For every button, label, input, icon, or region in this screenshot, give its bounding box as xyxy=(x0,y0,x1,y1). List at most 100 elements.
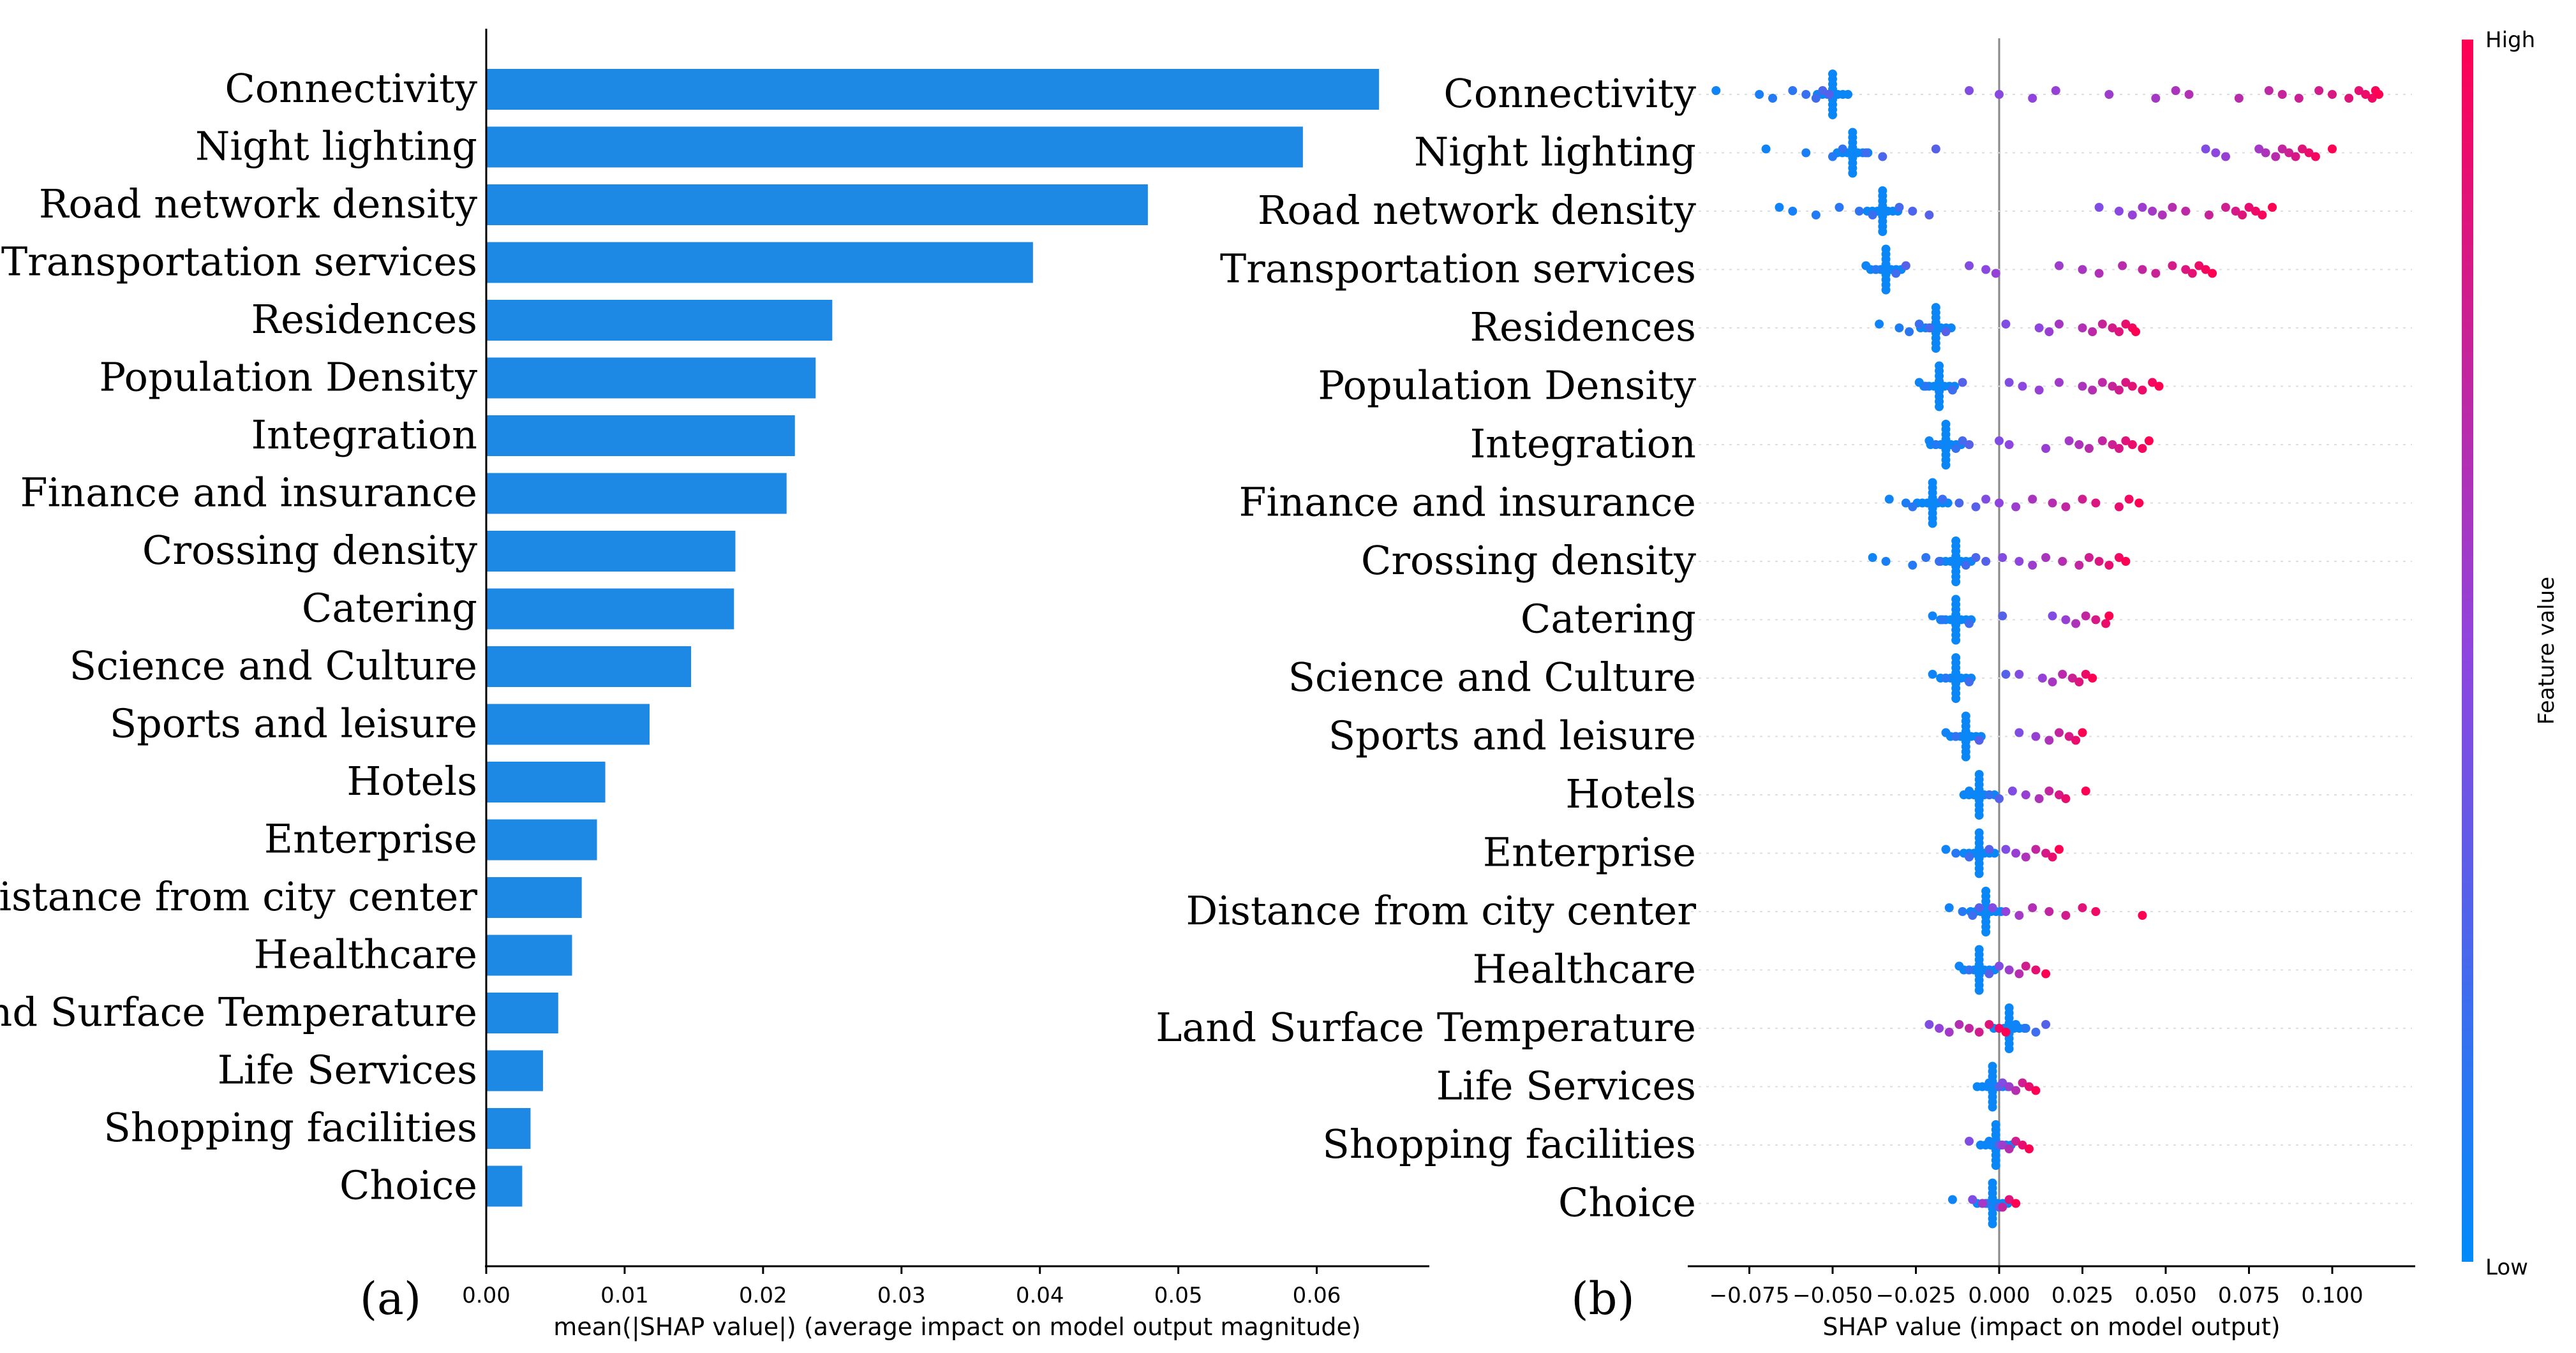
dot-choice-high xyxy=(1968,1195,1977,1204)
dot-road-network-density-high xyxy=(2168,203,2177,212)
dot-connectivity-high xyxy=(2104,90,2114,99)
dot-road-network-density-high xyxy=(2127,211,2137,219)
bar-label-residences: Residences xyxy=(251,296,477,343)
dot-shopping-facilities-high xyxy=(1965,1137,1974,1146)
dot-road-network-density-high xyxy=(2094,203,2104,212)
dot-catering-low xyxy=(1998,611,2007,621)
dot-life-services-high xyxy=(2024,1082,2034,1091)
dot-transportation-services-high xyxy=(2118,261,2127,270)
dot-enterprise-high xyxy=(2031,845,2041,854)
dot-sports-and-leisure-high xyxy=(2071,736,2081,745)
dot-enterprise-low xyxy=(1965,852,1974,862)
dot-connectivity-low xyxy=(1711,86,1721,95)
bar-choice xyxy=(486,1165,523,1207)
dot-healthcare-low xyxy=(1984,969,1994,979)
beeswarm-label-sports-and-leisure: Sports and leisure xyxy=(1329,713,1696,759)
beeswarm-label-science-and-culture: Science and Culture xyxy=(1288,654,1696,700)
dot-residences-high xyxy=(2097,320,2107,329)
dot-crossing-density-high xyxy=(2058,557,2067,566)
dot-transportation-services-high xyxy=(2094,269,2104,278)
dot-population-density-low xyxy=(1947,385,1957,395)
bar-shopping-facilities xyxy=(486,1108,531,1149)
bar-x-axis-label: mean(|SHAP value|) (average impact on mo… xyxy=(553,1313,1361,1342)
dot-residences-low xyxy=(1941,327,1951,336)
dot-life-services-low xyxy=(1984,1078,1994,1088)
beeswarm-label-land-surface-temperature: Land Surface Temperature xyxy=(1156,1004,1696,1051)
dot-catering-high xyxy=(2104,611,2114,621)
dot-enterprise-low xyxy=(1941,845,1951,854)
beeswarm-label-crossing-density: Crossing density xyxy=(1361,537,1696,584)
dot-crossing-density-high xyxy=(2114,553,2124,562)
dot-road-network-density-high xyxy=(2231,207,2240,216)
dot-night-lighting-low xyxy=(1761,144,1771,154)
dot-catering-low xyxy=(1938,615,1947,625)
dot-land-surface-temperature-high xyxy=(1954,1020,1964,1029)
panel-a-label: (a) xyxy=(360,1273,421,1325)
dot-residences-high xyxy=(2054,320,2064,329)
dot-hotels-low xyxy=(1984,790,1994,799)
beeswarm-label-population-density: Population Density xyxy=(1318,362,1696,409)
dot-crossing-density-high xyxy=(2104,561,2114,570)
dot-crossing-density-low xyxy=(1881,557,1891,566)
dot-finance-and-insurance-cluster xyxy=(1928,519,1937,528)
dot-crossing-density-low xyxy=(1961,561,1970,570)
dot-connectivity-low xyxy=(1788,86,1798,95)
dot-road-network-density-high xyxy=(2114,207,2124,216)
dot-transportation-services-high xyxy=(2201,265,2210,274)
bar-label-enterprise: Enterprise xyxy=(264,816,477,862)
dot-healthcare-high xyxy=(2014,969,2024,979)
beeswarm-x-tick-label: 0.050 xyxy=(2134,1283,2196,1308)
dot-night-lighting-high xyxy=(2277,144,2287,154)
dot-integration-low xyxy=(1965,440,1974,449)
dot-integration-low xyxy=(1931,440,1940,449)
beeswarm-label-life-services: Life Services xyxy=(1436,1063,1696,1109)
dot-hotels-cluster xyxy=(1974,811,1984,820)
bar-road-network-density xyxy=(486,184,1148,225)
dot-life-services-cluster xyxy=(1988,1102,1997,1112)
dot-science-and-culture-low xyxy=(1941,674,1951,683)
bar-label-hotels: Hotels xyxy=(346,758,477,804)
dot-population-density-high xyxy=(2004,378,2014,387)
dot-science-and-culture-low xyxy=(1928,670,1937,679)
dot-finance-and-insurance-high xyxy=(2114,502,2124,512)
dot-population-density-high xyxy=(2121,378,2131,387)
dot-population-density-high xyxy=(2018,381,2027,391)
dot-transportation-services-high xyxy=(2054,261,2064,270)
dot-science-and-culture-low xyxy=(1965,677,1974,686)
bar-label-catering: Catering xyxy=(302,585,477,632)
dot-distance-from-city-center-high xyxy=(2078,903,2087,912)
dot-night-lighting-high xyxy=(2261,148,2270,158)
dot-crossing-density-high xyxy=(2041,553,2051,562)
bar-x-tick-label: 0.05 xyxy=(1154,1283,1203,1308)
beeswarm-label-distance-from-city-center: Distance from city center xyxy=(1186,887,1697,934)
dot-night-lighting-high xyxy=(2311,152,2320,161)
dot-hotels-high xyxy=(2044,787,2054,795)
dot-connectivity-low xyxy=(1755,90,1764,99)
dot-catering-cluster xyxy=(1951,635,1961,645)
dot-residences-high xyxy=(2088,327,2097,336)
dot-night-lighting-low xyxy=(1878,152,1887,161)
dot-healthcare-high xyxy=(2004,965,2014,975)
dot-choice-high xyxy=(1998,1202,2007,1212)
dot-road-network-density-high xyxy=(2238,211,2247,219)
dot-road-network-density-high xyxy=(2221,203,2230,212)
dot-integration-high xyxy=(2127,440,2137,449)
dot-shopping-facilities-high xyxy=(1998,1141,2007,1150)
dot-transportation-services-high xyxy=(2138,265,2147,274)
dot-land-surface-temperature-high xyxy=(1984,1020,1994,1029)
dot-integration-high xyxy=(2074,440,2084,449)
bar-population-density xyxy=(486,357,816,399)
dot-residences-low xyxy=(1905,327,1914,336)
dot-transportation-services-low xyxy=(1891,269,1901,278)
dot-road-network-density-low xyxy=(1835,203,1844,212)
dot-sports-and-leisure-high xyxy=(2031,732,2041,741)
dot-crossing-density-low xyxy=(1935,557,1944,566)
dot-night-lighting-high xyxy=(2284,148,2294,158)
dot-crossing-density-low xyxy=(1868,553,1877,562)
dot-science-and-culture-high xyxy=(2088,674,2097,683)
beeswarm-x-tick-label: 0.075 xyxy=(2218,1283,2280,1308)
dot-population-density-low xyxy=(1914,378,1924,387)
dot-life-services-high xyxy=(2011,1086,2021,1095)
dot-hotels-high xyxy=(2061,794,2071,803)
dot-crossing-density-low xyxy=(1908,561,1917,570)
